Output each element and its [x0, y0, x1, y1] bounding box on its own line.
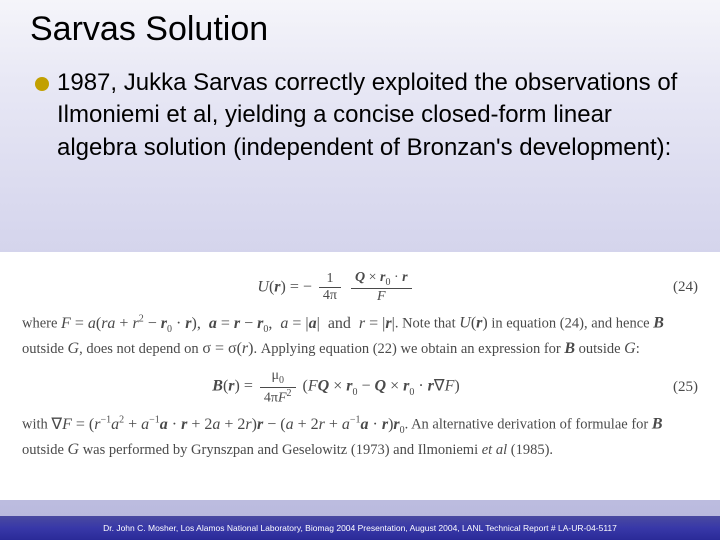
- where-paragraph: where F = a(ra + r2 − r0 · r), a = r − r…: [22, 311, 698, 362]
- wt4: , does not depend on: [79, 341, 202, 357]
- eq25-number: (25): [650, 376, 698, 399]
- bullet-row: 1987, Jukka Sarvas correctly exploited t…: [0, 67, 720, 164]
- wt2: in equation (24), and hence: [488, 316, 653, 332]
- equation-24: U(r) = − 14π Q × r0 · rF (24): [22, 270, 698, 305]
- grad-paragraph: with ∇F = (r−1a2 + a−1a · r + 2a + 2r)r …: [22, 412, 698, 463]
- wt1: . Note that: [395, 316, 459, 332]
- body-text: 1987, Jukka Sarvas correctly exploited t…: [57, 67, 685, 164]
- wt7: :: [636, 341, 640, 357]
- bullet-icon: [35, 77, 49, 91]
- gt3: was performed by Grynszpan and Geselowit…: [79, 442, 482, 458]
- gt1: . An alternative derivation of formulae …: [405, 417, 652, 433]
- gt2: outside: [22, 442, 68, 458]
- excerpt-panel: U(r) = − 14π Q × r0 · rF (24) where F = …: [0, 252, 720, 500]
- et-al: et al: [482, 442, 507, 458]
- wt6: outside: [575, 341, 624, 357]
- wt3: outside: [22, 341, 68, 357]
- grad-lead: with: [22, 417, 51, 433]
- footer-attribution: Dr. John C. Mosher, Los Alamos National …: [0, 516, 720, 540]
- equation-25: B(r) = μ04πF2 (FQ × r0 − Q × r0 · r∇F) (…: [22, 368, 698, 406]
- eq24-expr: U(r) = − 14π Q × r0 · rF: [22, 270, 650, 305]
- eq24-number: (24): [650, 276, 698, 299]
- slide-title: Sarvas Solution: [0, 0, 720, 67]
- gt4: (1985).: [507, 442, 553, 458]
- where-lead: where: [22, 316, 61, 332]
- wt5: . Applying equation (22) we obtain an ex…: [253, 341, 564, 357]
- eq25-expr: B(r) = μ04πF2 (FQ × r0 − Q × r0 · r∇F): [22, 368, 650, 406]
